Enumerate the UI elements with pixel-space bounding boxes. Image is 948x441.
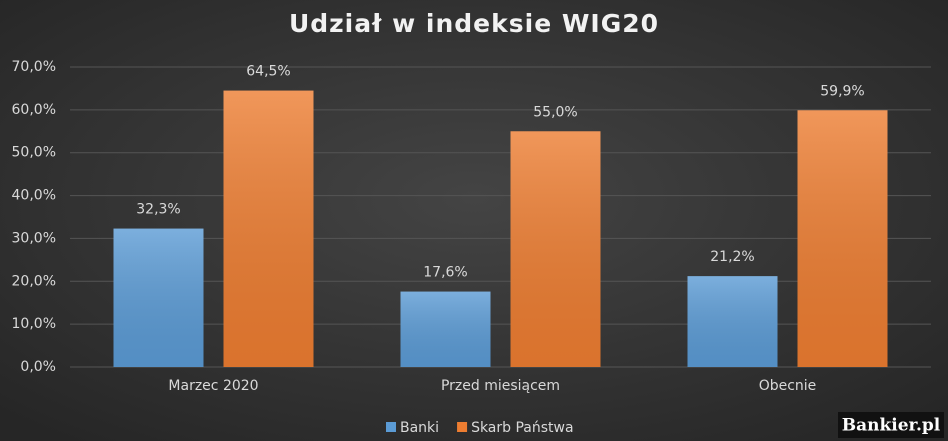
watermark-box	[838, 412, 944, 438]
legend-label: Skarb Państwa	[471, 420, 574, 436]
bar-sheen	[113, 228, 204, 367]
bar-sheen	[223, 90, 314, 368]
value-label: 21,2%	[710, 249, 754, 265]
value-label: 59,9%	[820, 83, 864, 99]
x-tick-label: Przed miesiącem	[441, 378, 560, 394]
value-label: 64,5%	[246, 64, 290, 80]
chart-title: Udział w indeksie WIG20	[289, 9, 659, 38]
y-tick-label: 40,0%	[12, 188, 56, 204]
watermark: Bankier.pl	[842, 416, 941, 436]
legend-label: Banki	[400, 420, 439, 436]
y-tick-label: 20,0%	[12, 273, 56, 289]
legend-swatch	[386, 422, 396, 432]
bar-sheen	[687, 276, 778, 367]
y-tick-label: 0,0%	[20, 359, 56, 375]
value-label: 55,0%	[533, 104, 577, 120]
y-tick-label: 60,0%	[12, 102, 56, 118]
y-tick-label: 30,0%	[12, 230, 56, 246]
y-tick-label: 10,0%	[12, 316, 56, 332]
bar-sheen	[797, 110, 888, 368]
x-tick-label: Marzec 2020	[168, 378, 258, 394]
legend-swatch	[457, 422, 468, 432]
x-tick-label: Obecnie	[759, 378, 817, 394]
value-label: 17,6%	[423, 265, 467, 281]
bar-sheen	[400, 291, 491, 367]
bar-sheen	[510, 131, 601, 367]
y-tick-label: 70,0%	[12, 59, 56, 75]
value-label: 32,3%	[136, 202, 180, 218]
y-tick-label: 50,0%	[12, 145, 56, 161]
